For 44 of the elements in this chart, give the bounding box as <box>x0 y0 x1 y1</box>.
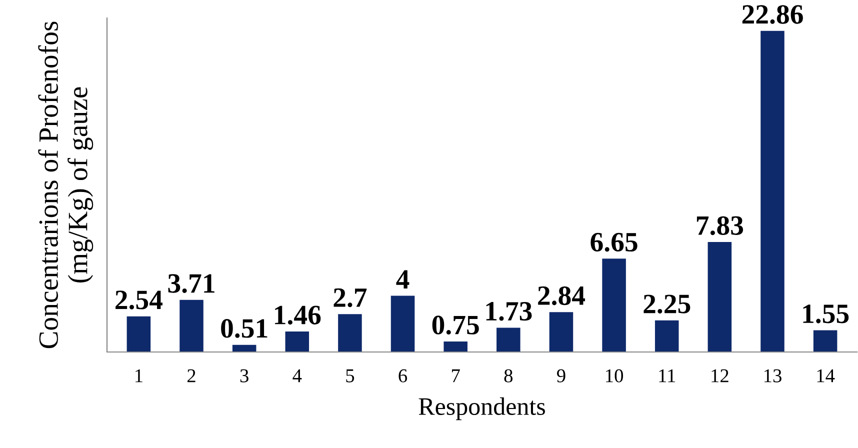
data-label: 1.55 <box>803 304 849 324</box>
x-tick-label: 13 <box>764 369 782 382</box>
bar <box>338 314 362 352</box>
x-tick-label: 12 <box>712 369 728 382</box>
data-label: 2.25 <box>644 294 690 314</box>
data-label: 2.84 <box>538 286 586 306</box>
bar <box>496 328 520 352</box>
bar <box>232 344 256 352</box>
x-tick-label: 7 <box>452 369 460 382</box>
x-tick-label: 8 <box>504 369 513 382</box>
data-label: 4 <box>396 270 410 288</box>
bar <box>760 30 784 352</box>
x-tick-label: 11 <box>659 369 676 382</box>
bar <box>549 312 574 352</box>
bar <box>444 341 468 352</box>
x-tick-label: 9 <box>556 369 566 382</box>
data-label: 2.54 <box>116 290 162 310</box>
x-tick-label: 4 <box>292 369 302 382</box>
data-label: 22.86 <box>742 5 803 24</box>
data-label: 7.83 <box>696 216 744 236</box>
bar <box>654 320 679 352</box>
x-tick-label: 5 <box>346 369 354 382</box>
x-tick-label: 1 <box>136 369 142 382</box>
bar <box>285 331 310 352</box>
y-axis-title: Concentrarions of Profenofos (mg/Kg) of gauze <box>38 22 94 348</box>
data-label: 1.46 <box>275 306 321 325</box>
x-tick-label: 10 <box>606 369 624 382</box>
bar <box>390 296 415 352</box>
bar <box>602 258 626 352</box>
data-label: 2.7 <box>334 288 367 308</box>
x-tick-label: 3 <box>240 369 248 382</box>
bar <box>180 300 204 352</box>
x-axis-title: Respondents <box>418 397 545 420</box>
x-tick-label: 6 <box>398 369 408 382</box>
data-label: 6.65 <box>590 232 638 252</box>
data-label: 0.75 <box>432 316 479 335</box>
data-label: 0.51 <box>221 319 268 338</box>
bar <box>708 242 732 352</box>
x-tick-label: 14 <box>817 369 835 382</box>
bar <box>813 330 838 352</box>
x-tick-label: 2 <box>188 369 196 382</box>
bar <box>126 316 151 352</box>
data-label: 1.73 <box>486 302 532 321</box>
data-label: 3.71 <box>168 274 214 293</box>
